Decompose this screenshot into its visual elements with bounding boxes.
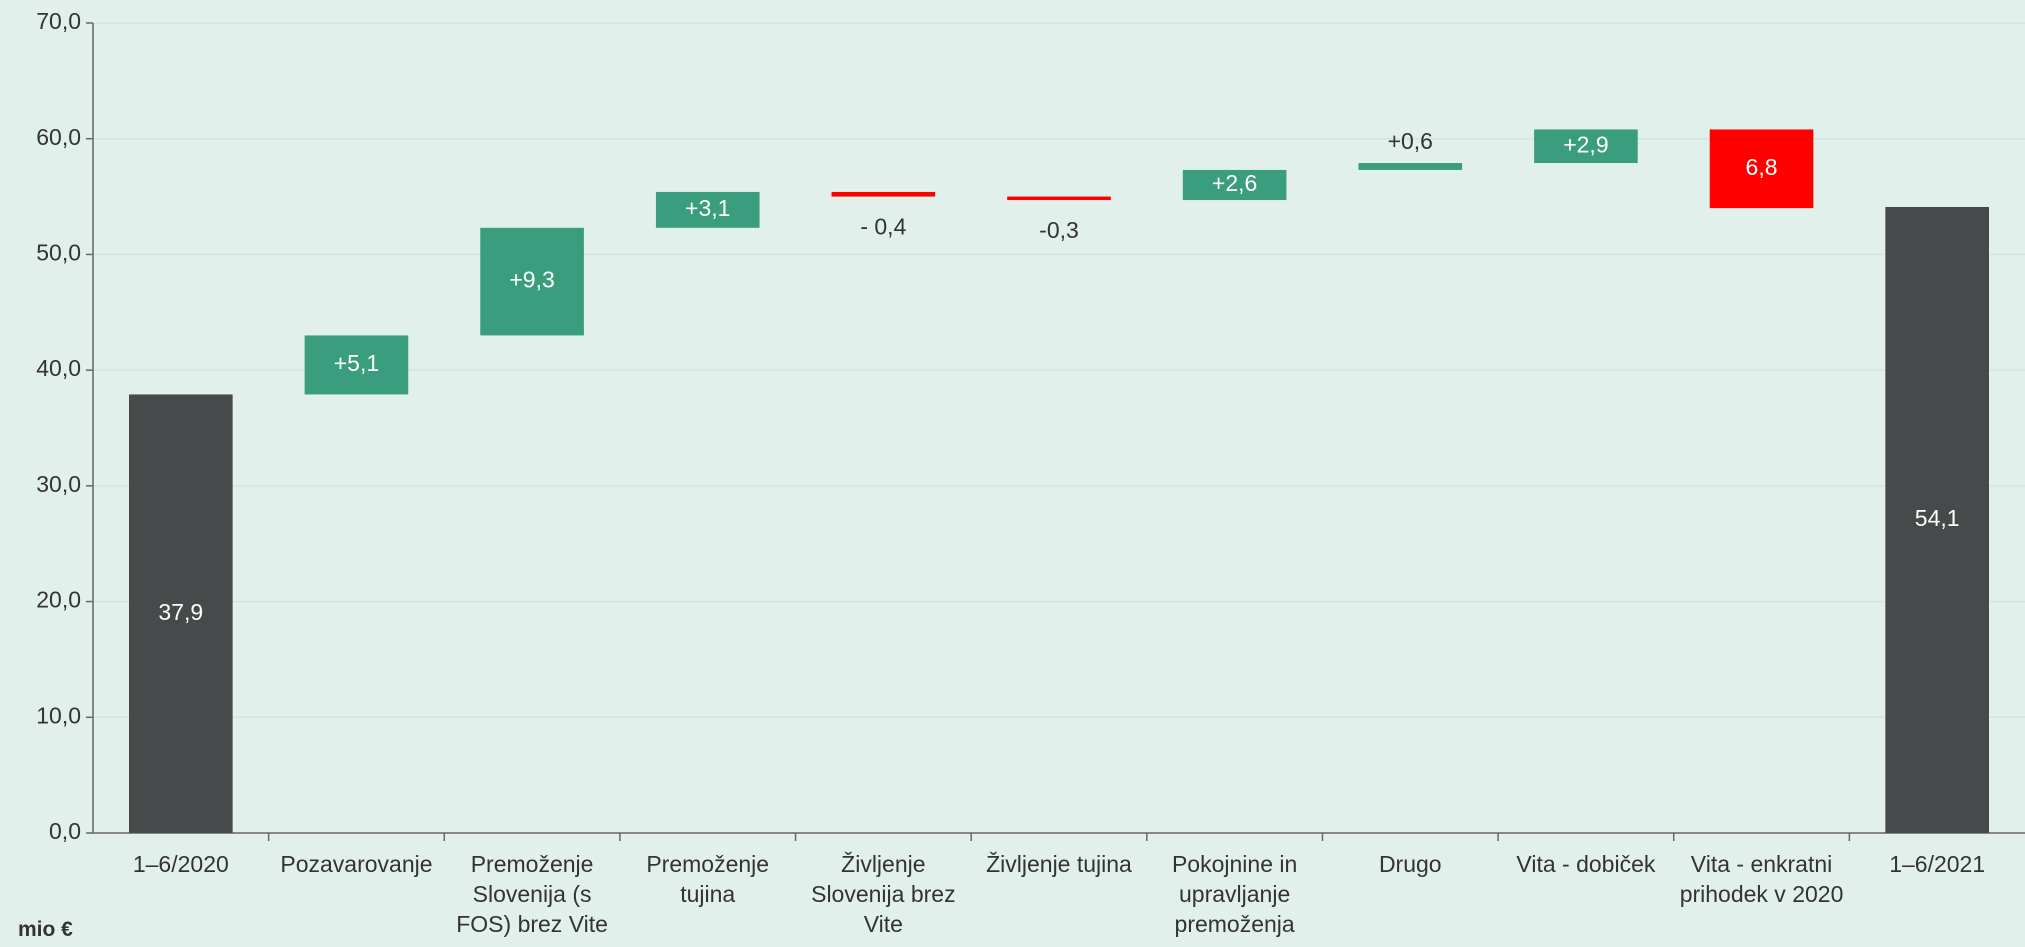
bar: [480, 227, 584, 336]
y-tick-label: 0,0: [49, 818, 81, 844]
x-tick-label: 1–6/2021: [1889, 851, 1986, 877]
x-tick-label: Premoženje tujina: [646, 851, 770, 907]
x-tick-label: Pokojnine in upravljanje premoženja: [1171, 851, 1298, 937]
value-label: 6,8: [1746, 154, 1778, 180]
x-tick-label: Pozavarovanje: [280, 851, 433, 877]
y-tick-label: 60,0: [36, 124, 81, 150]
bar: [1182, 169, 1287, 201]
y-axis-label: mio €: [18, 918, 73, 941]
x-tick-label: Drugo: [1378, 851, 1442, 877]
y-tick-label: 30,0: [36, 471, 81, 497]
bar: [1534, 129, 1638, 164]
value-label: - 0,4: [860, 214, 906, 240]
y-tick-label: 10,0: [36, 702, 81, 728]
value-label: +5,1: [334, 350, 379, 376]
value-label: -0,3: [1039, 217, 1079, 243]
bar: [1885, 206, 1989, 833]
x-tick-label: 1–6/2020: [132, 851, 229, 877]
bar: [129, 394, 233, 833]
bar: [1709, 129, 1814, 209]
bar: [1358, 163, 1463, 170]
y-tick-label: 20,0: [36, 587, 81, 613]
bar: [831, 191, 936, 197]
value-label: +2,6: [1212, 170, 1257, 196]
y-tick-label: 40,0: [36, 355, 81, 381]
value-label: 54,1: [1915, 505, 1960, 531]
x-tick-label: Življenje tujina: [986, 851, 1132, 877]
x-tick-label: Vita - dobiček: [1516, 851, 1656, 877]
value-label: +0,6: [1388, 128, 1433, 154]
x-tick-label: Življenje Slovenija brez Vite: [811, 851, 956, 937]
bar: [304, 335, 409, 395]
value-label: +3,1: [685, 195, 730, 221]
bar: [1007, 196, 1111, 201]
value-label: +9,3: [509, 267, 554, 293]
value-label: 37,9: [158, 599, 203, 625]
bar: [655, 191, 760, 228]
x-tick-label: Vita - enkratni prihodek v 2020: [1679, 851, 1844, 907]
y-tick-label: 50,0: [36, 240, 81, 266]
value-label: +2,9: [1563, 131, 1608, 157]
x-tick-label: Premoženje Slovenija (s FOS) brez Vite: [456, 851, 608, 937]
y-tick-label: 70,0: [36, 8, 81, 34]
